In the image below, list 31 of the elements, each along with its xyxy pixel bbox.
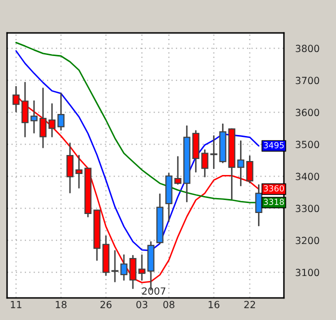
y-tick-label: 3500 xyxy=(296,140,320,148)
data-label: 3360 xyxy=(264,185,284,192)
y-tick-label: 3700 xyxy=(296,76,320,84)
candlestick xyxy=(75,154,82,189)
candlestick xyxy=(174,156,182,185)
line-series xyxy=(15,50,260,252)
candlestick xyxy=(210,135,218,170)
annotation: 2007 xyxy=(142,287,166,295)
candlestick xyxy=(201,149,208,178)
data-label: 3495 xyxy=(264,142,284,148)
candlestick xyxy=(30,100,38,134)
x-tick-label: 22 xyxy=(244,300,255,308)
candlestick xyxy=(138,254,146,281)
candlestick xyxy=(66,142,74,194)
candlestick xyxy=(255,184,262,226)
candlestick xyxy=(48,103,56,138)
x-tick-label: 16 xyxy=(208,300,220,308)
x-tick-label: 11 xyxy=(10,300,22,308)
x-tick-label: 18 xyxy=(56,300,67,308)
x-tick-label: 03 xyxy=(136,300,148,308)
y-tick-label: 3800 xyxy=(296,44,320,52)
data-label: 3318 xyxy=(264,198,284,205)
y-tick-label: 3100 xyxy=(296,268,320,276)
y-tick-label: 3600 xyxy=(296,108,320,116)
y-tick-label: 3400 xyxy=(296,172,320,180)
x-tick-label: 26 xyxy=(100,300,112,308)
candlestick xyxy=(57,92,65,131)
y-tick-label: 3300 xyxy=(296,204,320,212)
x-tick-label: 08 xyxy=(163,300,174,308)
y-tick-label: 3200 xyxy=(296,236,320,244)
candlestick xyxy=(120,254,128,281)
